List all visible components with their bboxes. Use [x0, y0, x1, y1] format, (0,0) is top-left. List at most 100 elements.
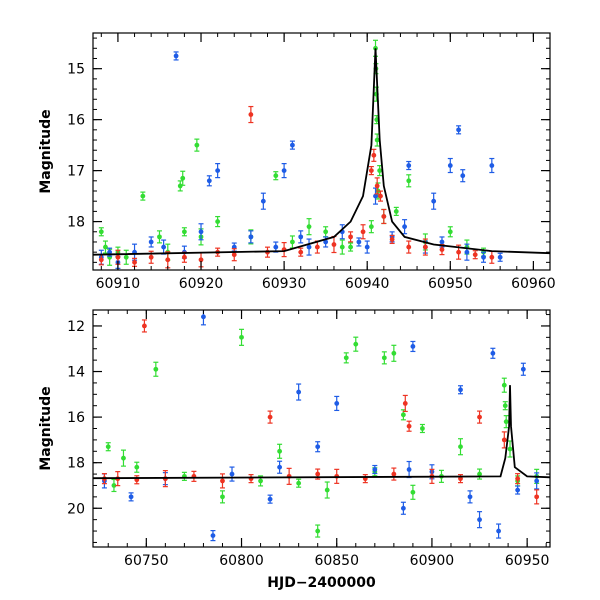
- data-point-blue: [406, 467, 412, 472]
- data-point-green: [400, 412, 406, 418]
- data-point-green: [121, 455, 126, 461]
- data-point-green: [290, 239, 295, 245]
- y-tick-label: 15: [67, 62, 85, 78]
- data-point-red: [456, 249, 461, 255]
- data-point-blue: [198, 229, 204, 235]
- x-tick-label: 60900: [410, 553, 455, 569]
- data-point-blue: [296, 389, 302, 395]
- data-point-green: [153, 366, 159, 372]
- data-point-blue: [481, 254, 486, 260]
- x-tick-label: 60940: [345, 276, 390, 292]
- data-point-blue: [315, 444, 321, 450]
- data-point-green: [447, 229, 453, 235]
- data-point-red: [439, 247, 445, 253]
- data-point-blue: [456, 127, 461, 133]
- data-point-red: [182, 254, 187, 260]
- data-point-green: [507, 446, 513, 452]
- x-tick-label: 60910: [96, 276, 141, 292]
- data-point-green: [477, 471, 482, 477]
- data-point-green: [140, 193, 146, 199]
- y-axis-title: Magnitude: [38, 386, 54, 470]
- plot-area: [93, 310, 550, 542]
- data-point-green: [323, 229, 329, 235]
- data-point-green: [194, 142, 200, 148]
- data-point-green: [239, 334, 244, 340]
- data-point-blue: [496, 528, 501, 534]
- data-point-blue: [497, 254, 503, 260]
- data-point-green: [353, 341, 359, 347]
- data-point-blue: [306, 244, 312, 250]
- data-point-blue: [520, 366, 526, 372]
- data-point-blue: [439, 239, 445, 245]
- data-point-green: [177, 183, 183, 189]
- data-point-blue: [489, 163, 495, 168]
- data-point-red: [360, 229, 366, 235]
- data-point-red: [165, 257, 171, 263]
- data-point-blue: [490, 350, 496, 356]
- data-point-blue: [460, 173, 466, 179]
- data-point-red: [391, 471, 397, 477]
- x-tick-label: 60960: [511, 276, 556, 292]
- data-point-red: [220, 478, 225, 484]
- data-point-red: [477, 414, 482, 420]
- data-point-green: [215, 219, 221, 224]
- data-point-green: [348, 244, 353, 250]
- data-point-red: [348, 234, 353, 240]
- data-point-green: [368, 224, 374, 230]
- data-point-red: [472, 252, 478, 258]
- y-tick-label: 17: [67, 164, 85, 180]
- data-point-red: [132, 259, 137, 265]
- data-point-blue: [400, 505, 406, 511]
- data-point-red: [378, 193, 383, 199]
- data-point-green: [324, 487, 330, 493]
- data-point-red: [148, 254, 154, 260]
- data-point-red: [389, 237, 395, 242]
- data-point-blue: [402, 224, 407, 230]
- data-point-green: [502, 403, 508, 409]
- data-point-green: [220, 494, 225, 500]
- top-panel: 60910 60920 60930 60940 60950 60960 15 16 17 18 Ma…: [38, 32, 556, 292]
- data-point-green: [103, 244, 108, 250]
- data-point-green: [503, 419, 509, 425]
- data-point-blue: [372, 467, 378, 472]
- data-point-red: [489, 254, 495, 260]
- axes-frame: [92, 32, 551, 271]
- data-point-green: [258, 478, 263, 484]
- data-point-red: [501, 437, 507, 443]
- y-tick-label: 18: [67, 215, 85, 231]
- y-axis-title: Magnitude: [38, 109, 54, 193]
- data-point-green: [501, 382, 507, 388]
- model-curve: [93, 48, 550, 256]
- y-tick-label: 12: [67, 319, 85, 335]
- data-point-red: [406, 244, 412, 250]
- x-tick-label: 60950: [505, 553, 550, 569]
- data-point-blue: [431, 198, 437, 204]
- data-point-blue: [467, 494, 473, 500]
- x-tick-label: 60800: [219, 553, 264, 569]
- x-axis-title: HJD−2400000: [267, 575, 376, 591]
- data-point-blue: [281, 168, 287, 174]
- x-tick-label: 60850: [314, 553, 359, 569]
- data-point-blue: [373, 193, 378, 199]
- y-tick-label: 20: [67, 501, 85, 517]
- data-point-blue: [210, 533, 216, 539]
- data-point-red: [371, 152, 377, 158]
- data-point-green: [180, 175, 186, 181]
- y-tick-label: 16: [67, 113, 85, 129]
- data-point-blue: [248, 234, 254, 240]
- data-point-green: [98, 229, 104, 235]
- data-point-blue: [298, 234, 304, 240]
- data-point-red: [98, 257, 104, 263]
- data-point-blue: [364, 244, 370, 250]
- data-point-red: [315, 471, 321, 477]
- data-point-blue: [290, 142, 295, 148]
- data-point-red: [267, 414, 273, 420]
- data-point-green: [458, 444, 463, 450]
- data-point-red: [142, 323, 147, 329]
- data-point-blue: [173, 53, 179, 59]
- data-point-red: [314, 244, 320, 250]
- data-point-green: [277, 448, 283, 454]
- data-point-red: [368, 168, 374, 174]
- data-point-green: [391, 350, 397, 356]
